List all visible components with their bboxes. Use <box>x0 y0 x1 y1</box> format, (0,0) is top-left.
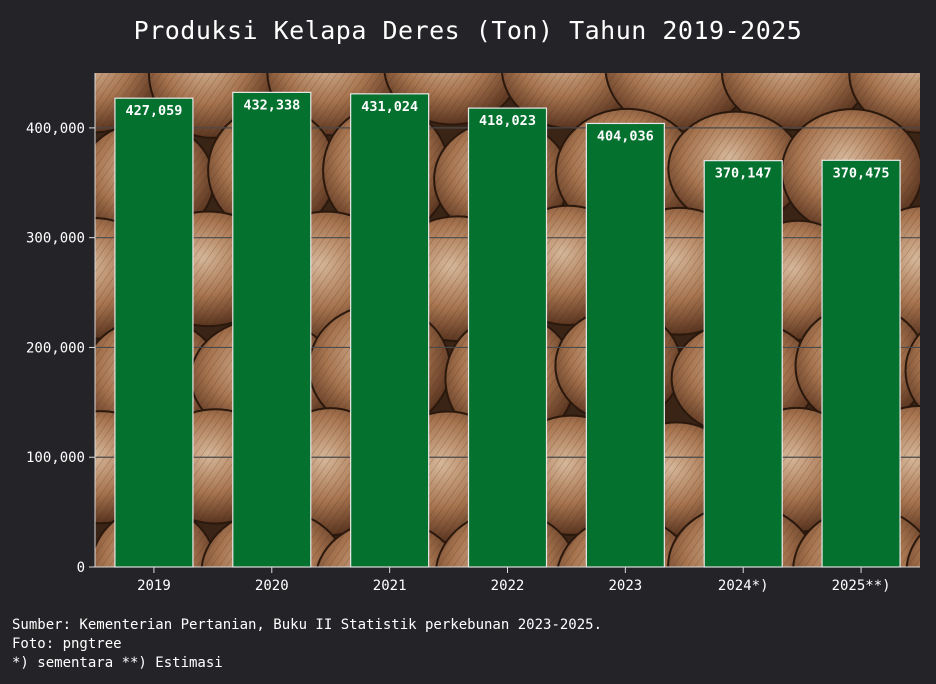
bar-2024*) <box>703 160 783 568</box>
bar-2020 <box>232 91 312 568</box>
x-tick-label: 2023 <box>608 578 642 594</box>
y-tick-label: 200,000 <box>26 340 85 356</box>
source-note: Sumber: Kementerian Pertanian, Buku II S… <box>12 617 603 633</box>
bar-value-label: 404,036 <box>597 128 654 144</box>
y-tick-label: 0 <box>77 560 85 576</box>
x-tick-label: 2022 <box>491 578 525 594</box>
x-tick-label: 2020 <box>255 578 289 594</box>
bar-value-label: 431,024 <box>361 99 418 115</box>
chart-title: Produksi Kelapa Deres (Ton) Tahun 2019-2… <box>133 16 803 45</box>
photo-credit: Foto: pngtree <box>12 636 122 652</box>
bar-value-label: 418,023 <box>479 113 536 129</box>
y-tick-label: 400,000 <box>26 121 85 137</box>
bar-value-label: 432,338 <box>243 97 300 113</box>
bar-value-label: 427,059 <box>125 103 182 119</box>
bar-2019 <box>114 97 194 568</box>
bar-2021 <box>350 93 430 568</box>
bar-value-label: 370,147 <box>715 166 772 182</box>
x-tick-label: 2019 <box>137 578 171 594</box>
bar-value-label: 370,475 <box>833 165 890 181</box>
footnotes: Sumber: Kementerian Pertanian, Buku II S… <box>12 616 602 673</box>
x-tick-label: 2025**) <box>832 578 891 594</box>
bar-2023 <box>585 122 665 568</box>
x-tick-label: 2024*) <box>718 578 769 594</box>
status-legend-note: *) sementara **) Estimasi <box>12 655 223 671</box>
y-tick-label: 100,000 <box>26 450 85 466</box>
bar-2025**) <box>821 159 901 568</box>
y-tick-label: 300,000 <box>26 231 85 247</box>
x-tick-label: 2021 <box>373 578 407 594</box>
bar-2022 <box>467 107 548 568</box>
